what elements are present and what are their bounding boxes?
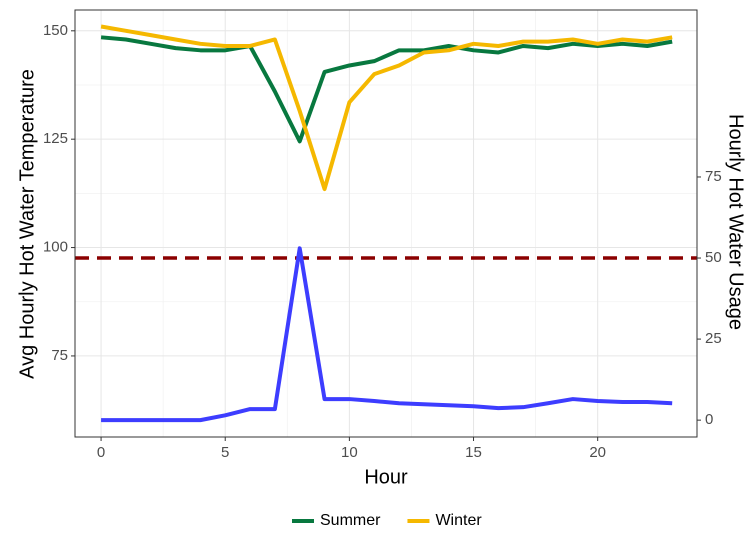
x-tick-label: 15 <box>465 444 482 461</box>
x-tick-label: 20 <box>589 444 606 461</box>
y2-tick-label: 75 <box>705 168 722 185</box>
grid <box>75 10 697 437</box>
x-tick-label: 0 <box>97 444 105 461</box>
x-tick-label: 10 <box>341 444 358 461</box>
y-tick-label: 125 <box>43 130 68 147</box>
x-tick-label: 5 <box>221 444 229 461</box>
legend-label: Summer <box>320 512 381 529</box>
y-axis-title: Avg Hourly Hot Water Temperature <box>16 69 38 379</box>
marks <box>75 24 697 423</box>
y2-tick-label: 25 <box>705 330 722 347</box>
y2-tick-label: 50 <box>705 249 722 266</box>
y2-tick-label: 0 <box>705 411 713 428</box>
plot-border <box>74 9 698 438</box>
series-line <box>100 24 673 192</box>
series-line <box>100 35 673 144</box>
x-axis-title: Hour <box>364 466 408 488</box>
y-tick-label: 75 <box>51 347 68 364</box>
y-tick-label: 150 <box>43 22 68 39</box>
y-tick-label: 100 <box>43 239 68 256</box>
series-line <box>101 246 673 423</box>
legend-label: Winter <box>435 512 482 529</box>
y2-axis-title: Hourly Hot Water Usage <box>725 114 747 330</box>
plot-background <box>75 10 697 437</box>
